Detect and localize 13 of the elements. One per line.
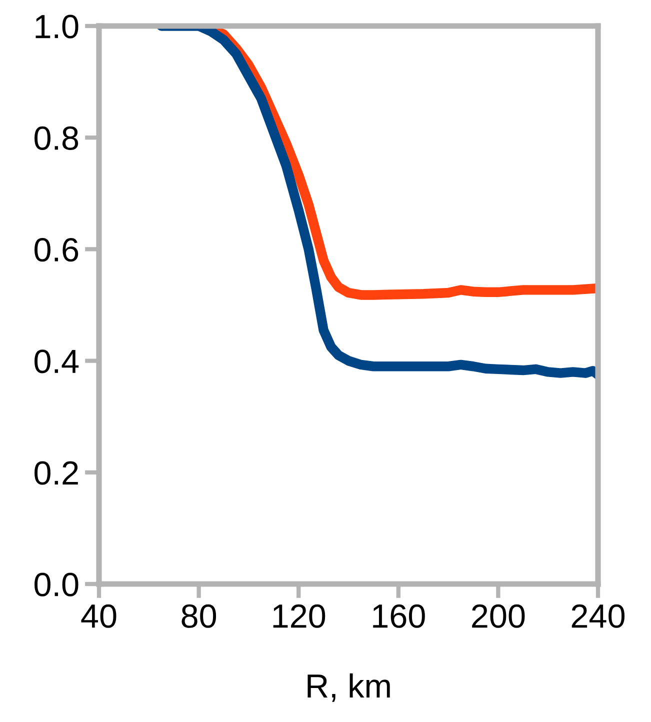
y-tick-label: 0.4 [34,350,79,374]
x-tick-label: 40 [81,604,116,628]
x-tick-label: 80 [182,604,216,628]
y-tick-label: 1.0 [36,14,78,38]
x-tick-label: 160 [373,604,425,628]
x-tick-label: 120 [273,604,326,628]
x-tick-label: 240 [572,604,625,628]
y-tick-label: 0.2 [34,461,78,485]
y-tick-label: 0.0 [34,572,78,596]
x-tick-label: 200 [472,604,525,628]
x-axis-title: R, km [308,673,390,702]
y-tick-label: 0.6 [34,238,78,262]
y-tick-label: 0.8 [34,126,78,150]
